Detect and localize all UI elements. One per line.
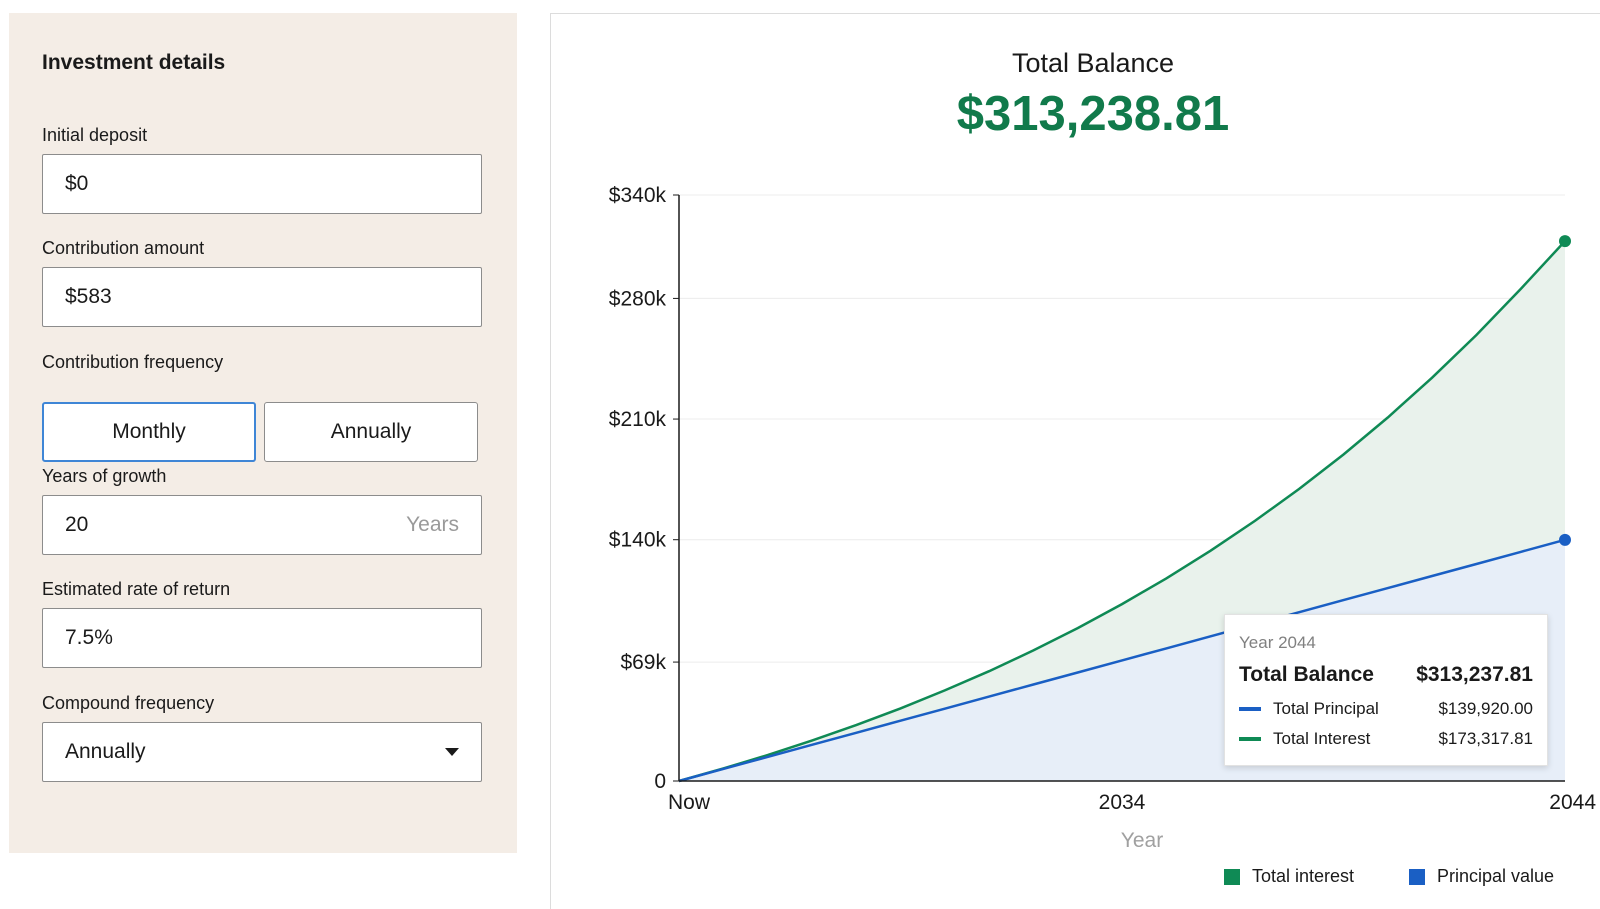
principal-legend-icon (1409, 868, 1425, 885)
principal-line (678, 538, 1566, 783)
tooltip-principal-row: Total Principal $139,920.00 (1239, 699, 1533, 719)
y-tick-label: $340k (609, 184, 667, 207)
interest-line (678, 240, 1566, 783)
y-tick-labels: 0 $69k $140k $210k $280k $340k (609, 184, 679, 793)
rate-of-return-input[interactable]: 7.5% (42, 608, 482, 668)
compound-frequency-select[interactable]: Annually (42, 722, 482, 782)
x-tick-label: 2044 (1549, 791, 1596, 814)
tooltip-total-label: Total Balance (1239, 663, 1374, 686)
chevron-down-icon (445, 748, 459, 756)
investment-details-panel: Investment details Initial deposit $0 Co… (9, 13, 517, 853)
x-tick-labels: Now 2034 2044 (668, 791, 1596, 814)
interest-legend-icon (1224, 868, 1240, 885)
principal-end-point (1559, 533, 1571, 546)
compound-frequency-label: Compound frequency (42, 693, 215, 713)
y-tick-label: $140k (609, 529, 667, 552)
initial-deposit-value: $0 (65, 172, 89, 195)
legend-item-interest[interactable]: Total interest (1224, 866, 1354, 887)
legend-interest-label: Total interest (1252, 866, 1355, 886)
y-tick-label: $210k (609, 408, 667, 431)
tooltip-total-row: Total Balance $313,237.81 (1239, 663, 1533, 687)
legend-principal-label: Principal value (1437, 866, 1555, 886)
initial-deposit-input[interactable]: $0 (42, 154, 482, 214)
x-axis-title: Year (1121, 829, 1163, 852)
principal-swatch-icon (1239, 707, 1261, 711)
panel-title: Investment details (42, 51, 226, 74)
tooltip-interest-row: Total Interest $173,317.81 (1239, 729, 1533, 749)
rate-of-return-label: Estimated rate of return (42, 579, 231, 599)
tooltip-total-value: $313,237.81 (1416, 663, 1533, 686)
contribution-amount-input[interactable]: $583 (42, 267, 482, 327)
total-balance-label: Total Balance (1011, 48, 1175, 78)
annually-toggle-button[interactable]: Annually (264, 402, 478, 462)
rate-of-return-value: 7.5% (65, 626, 113, 649)
x-tick-label: 2034 (1099, 791, 1146, 814)
years-of-growth-input[interactable]: 20 Years (42, 495, 482, 555)
tooltip-principal-value: $139,920.00 (1438, 699, 1533, 718)
compound-frequency-value: Annually (65, 740, 146, 763)
contribution-amount-label: Contribution amount (42, 238, 205, 258)
interest-end-point (1559, 235, 1571, 248)
contribution-amount-value: $583 (65, 285, 112, 308)
total-balance-value: $313,238.81 (956, 87, 1230, 141)
legend-item-principal[interactable]: Principal value (1409, 866, 1554, 887)
tooltip-principal-label: Total Principal (1273, 699, 1379, 718)
monthly-toggle-button[interactable]: Monthly (42, 402, 256, 462)
years-of-growth-value: 20 (65, 513, 89, 536)
y-tick-label: 0 (654, 770, 666, 793)
interest-swatch-icon (1239, 737, 1261, 741)
chart-tooltip: Year 2044 Total Balance $313,237.81 Tota… (1224, 614, 1548, 766)
tooltip-interest-value: $173,317.81 (1438, 729, 1533, 748)
x-tick-label: Now (668, 791, 711, 814)
years-suffix: Years (406, 513, 459, 536)
initial-deposit-label: Initial deposit (42, 125, 148, 145)
contribution-frequency-label: Contribution frequency (42, 352, 224, 372)
tooltip-interest-label: Total Interest (1273, 729, 1371, 748)
tooltip-year: Year 2044 (1239, 633, 1316, 652)
y-tick-label: $69k (620, 651, 666, 674)
y-tick-label: $280k (609, 287, 667, 310)
years-of-growth-label: Years of growth (42, 466, 167, 486)
